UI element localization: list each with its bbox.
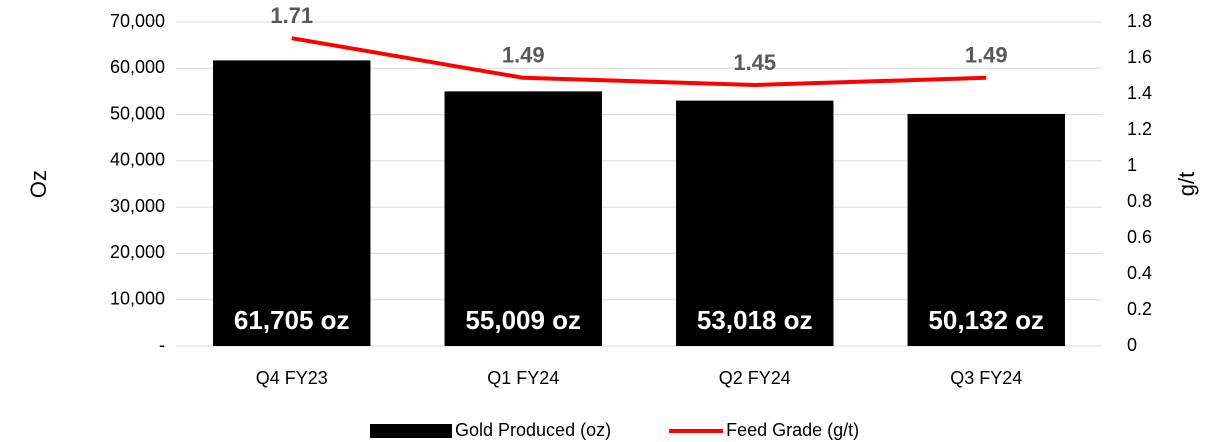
bar-value-label: 53,018 oz: [697, 305, 813, 335]
y2-axis-title: g/t: [1174, 172, 1199, 196]
y-tick-label: 40,000: [110, 150, 165, 170]
y-tick-label: 30,000: [110, 196, 165, 216]
bar-value-label: 55,009 oz: [465, 305, 581, 335]
legend-label: Feed Grade (g/t): [726, 420, 859, 440]
y2-tick-label: 1.8: [1127, 11, 1152, 31]
y2-tick-label: 1.2: [1127, 119, 1152, 139]
line-value-label: 1.49: [965, 43, 1008, 68]
x-tick-label: Q2 FY24: [719, 368, 791, 388]
bar: [213, 60, 371, 346]
y2-tick-label: 0.6: [1127, 227, 1152, 247]
bar: [676, 100, 834, 346]
bar: [444, 91, 602, 346]
y2-tick-label: 1.4: [1127, 83, 1152, 103]
y-tick-label: 10,000: [110, 288, 165, 308]
x-tick-label: Q3 FY24: [950, 368, 1022, 388]
y-axis-title: Oz: [26, 170, 51, 198]
y2-tick-label: 0.4: [1127, 263, 1152, 283]
y2-tick-label: 1: [1127, 155, 1137, 175]
legend-swatch: [370, 424, 452, 438]
y2-tick-label: 0.8: [1127, 191, 1152, 211]
y-tick-label: 20,000: [110, 242, 165, 262]
x-tick-label: Q4 FY23: [256, 368, 328, 388]
line-value-label: 1.71: [270, 3, 313, 28]
legend-label: Gold Produced (oz): [455, 420, 611, 440]
bar-value-label: 50,132 oz: [928, 305, 1044, 335]
x-tick-label: Q1 FY24: [487, 368, 559, 388]
line-value-label: 1.49: [502, 43, 545, 68]
bar-value-label: 61,705 oz: [234, 305, 350, 335]
line: [291, 36, 987, 87]
bar: [907, 113, 1065, 347]
y-tick-label: 60,000: [110, 57, 165, 77]
y-tick-label: 70,000: [110, 11, 165, 31]
line-value-label: 1.45: [733, 50, 776, 75]
y2-tick-label: 0: [1127, 335, 1137, 355]
y2-tick-label: 1.6: [1127, 47, 1152, 67]
y-tick-label: 50,000: [110, 103, 165, 123]
y2-tick-label: 0.2: [1127, 299, 1152, 319]
y-tick-label: -: [159, 335, 165, 355]
